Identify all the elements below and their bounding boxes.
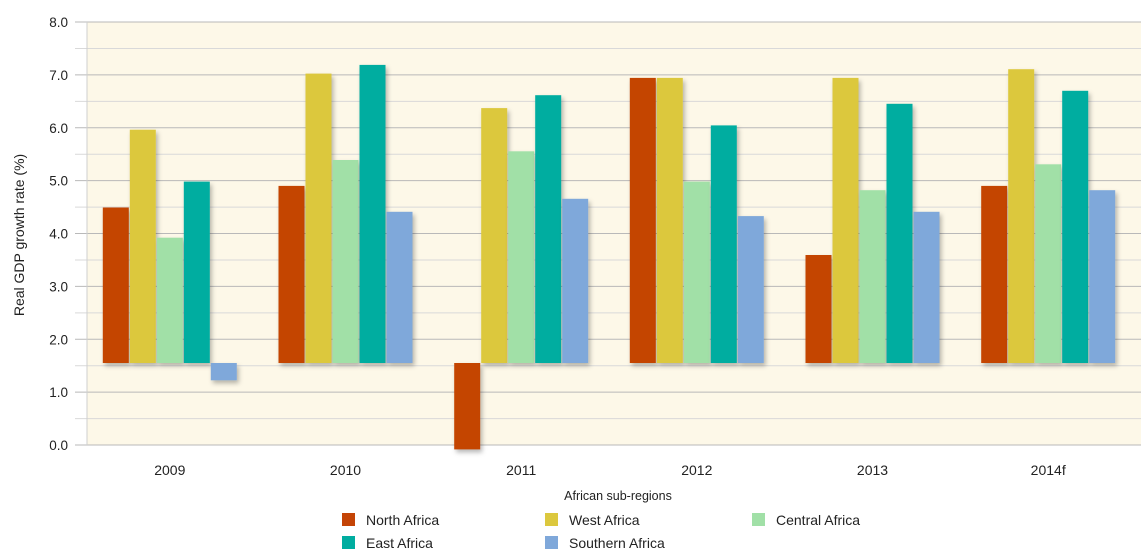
bar-central-africa-2010: [332, 160, 359, 363]
bar-north-africa-2011: [454, 363, 481, 450]
bar-southern-africa-2013: [913, 211, 940, 363]
y-tick-label: 2.0: [49, 332, 68, 347]
bar-east-africa-2009: [183, 181, 210, 363]
y-tick-label: 4.0: [49, 227, 68, 242]
bar-north-africa-2010: [278, 185, 305, 363]
bar-west-africa-2009: [129, 129, 156, 363]
legend-swatch: [342, 513, 355, 526]
bar-east-africa-2011: [535, 95, 562, 363]
y-tick-label: 6.0: [49, 121, 68, 136]
bar-north-africa-2012: [629, 77, 656, 364]
bar-north-africa-2013: [805, 255, 832, 363]
legend-swatch: [545, 513, 558, 526]
legend-label: East Africa: [366, 535, 433, 551]
bar-west-africa-2011: [481, 108, 508, 363]
bar-east-africa-2013: [886, 103, 913, 364]
bars: [102, 64, 1116, 450]
legend-label: West Africa: [569, 512, 640, 528]
x-tick-label: 2011: [506, 462, 536, 478]
bar-west-africa-2013: [832, 77, 859, 364]
bar-southern-africa-2011: [562, 198, 589, 363]
y-tick-label: 8.0: [49, 15, 68, 30]
y-tick-label: 1.0: [49, 385, 68, 400]
bar-east-africa-2010: [359, 64, 386, 364]
bar-east-africa-2014f: [1062, 90, 1089, 364]
legend-label: Southern Africa: [569, 535, 665, 551]
bar-west-africa-2014f: [1008, 69, 1035, 363]
y-axis-ticks: 0.0 1.0 2.0 3.0 4.0 5.0 6.0 7.0 8.0: [49, 15, 68, 453]
legend-label: Central Africa: [776, 512, 860, 528]
bar-central-africa-2013: [859, 190, 886, 363]
gridlines: [75, 21, 1141, 446]
bar-central-africa-2014f: [1035, 164, 1062, 363]
x-tick-label: 2012: [681, 462, 712, 478]
bar-west-africa-2012: [656, 77, 683, 364]
x-tick-label: 2013: [857, 462, 888, 478]
legend-swatch: [752, 513, 765, 526]
x-tick-label: 2009: [154, 462, 185, 478]
legend-swatch: [545, 536, 558, 549]
bar-southern-africa-2014f: [1089, 190, 1116, 363]
legend: North Africa West Africa Central Africa Eas…: [342, 512, 860, 551]
bar-southern-africa-2010: [386, 211, 413, 363]
bar-north-africa-2014f: [981, 185, 1008, 363]
x-axis-title: African sub-regions: [564, 489, 672, 503]
bar-central-africa-2009: [156, 237, 183, 363]
legend-swatch: [342, 536, 355, 549]
bar-southern-africa-2012: [737, 216, 764, 363]
y-axis-title: Real GDP growth rate (%): [11, 154, 27, 316]
y-tick-label: 5.0: [49, 174, 68, 189]
bar-east-africa-2012: [710, 125, 737, 364]
legend-label: North Africa: [366, 512, 439, 528]
x-tick-label: 2014f: [1031, 462, 1066, 478]
y-tick-label: 0.0: [49, 438, 68, 453]
bar-west-africa-2010: [305, 73, 332, 363]
x-tick-label: 2010: [330, 462, 361, 478]
bar-southern-africa-2009: [210, 363, 237, 381]
y-tick-label: 7.0: [49, 68, 68, 83]
x-axis-tick-labels: 2009 2010 2011 2012 2013 2014f: [154, 462, 1066, 478]
bar-north-africa-2009: [102, 207, 129, 363]
y-tick-label: 3.0: [49, 279, 68, 294]
bar-central-africa-2011: [508, 151, 535, 363]
bar-central-africa-2012: [683, 181, 710, 363]
